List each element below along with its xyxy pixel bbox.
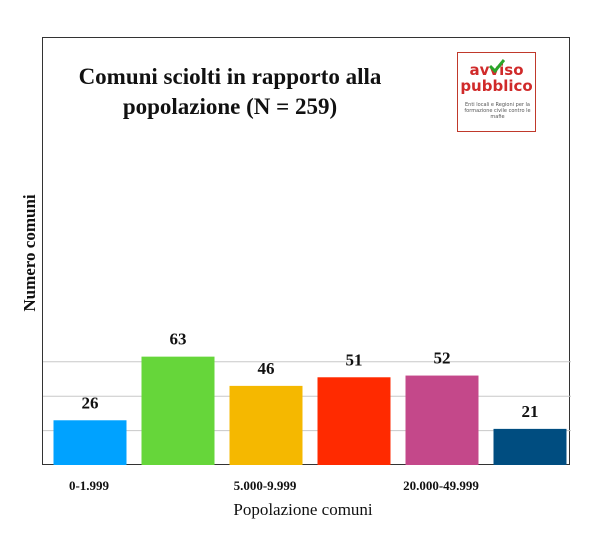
- chart-title-line-2: popolazione (N = 259): [122, 94, 338, 119]
- x-tick-label-5: 20.000-49.999: [403, 478, 479, 493]
- x-axis-label: Popolazione comuni: [233, 500, 373, 519]
- data-label-3: 46: [258, 359, 275, 378]
- chart-title-line-1: Comuni sciolti in rapporto alla: [78, 64, 382, 89]
- bar-3: [229, 385, 303, 465]
- x-tick-label-3: 5.000-9.999: [234, 478, 297, 493]
- bar-chart: 26 63 46 51 52 21: [43, 330, 571, 465]
- data-label-1: 26: [82, 393, 99, 412]
- y-axis-label: Numero comuni: [20, 194, 39, 312]
- logo-text-line-2: pubblico: [460, 77, 533, 95]
- data-label-6: 21: [522, 402, 539, 421]
- bar-5: [405, 375, 479, 465]
- avviso-pubblico-logo: avviso pubblico Enti locali e Regioni pe…: [457, 52, 536, 132]
- x-tick-label-1: 0-1.999: [69, 478, 110, 493]
- bar-2: [141, 356, 215, 465]
- bar-4: [317, 377, 391, 465]
- x-tick-labels: 0-1.999 5.000-9.999 20.000-49.999: [69, 478, 479, 493]
- check-icon: [489, 59, 505, 73]
- data-label-4: 51: [346, 350, 363, 369]
- data-label-5: 52: [434, 349, 451, 368]
- bar-6: [493, 428, 567, 465]
- data-label-2: 63: [170, 330, 187, 349]
- chart-title: Comuni sciolti in rapporto alla popolazi…: [50, 62, 410, 122]
- bar-1: [53, 420, 127, 465]
- logo-tagline: Enti locali e Regioni per la formazione …: [464, 102, 531, 120]
